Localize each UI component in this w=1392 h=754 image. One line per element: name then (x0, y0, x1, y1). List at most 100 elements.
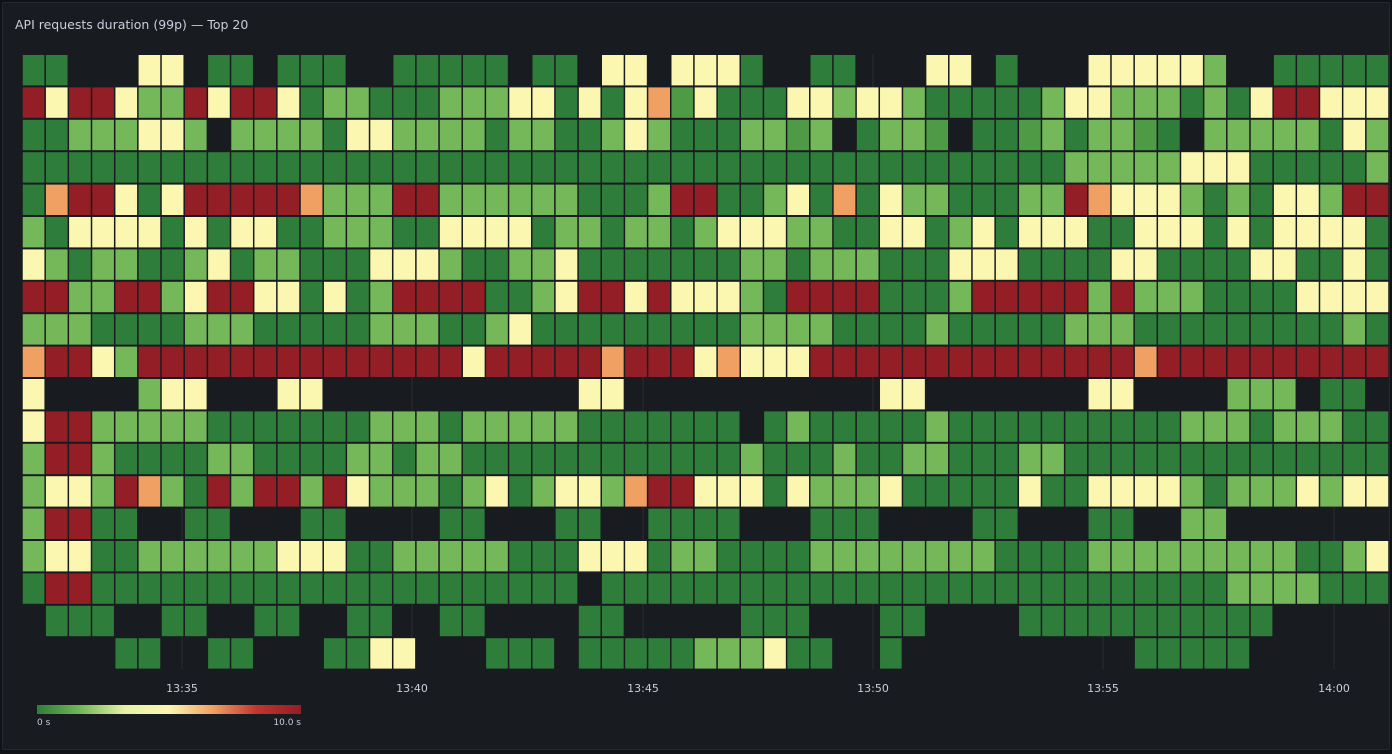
heatmap-cell[interactable] (625, 119, 647, 151)
heatmap-cell[interactable] (926, 281, 949, 313)
heatmap-cell[interactable] (903, 443, 925, 475)
heatmap-cell[interactable] (625, 476, 647, 507)
heatmap-cell[interactable] (555, 249, 578, 280)
heatmap-cell[interactable] (741, 346, 763, 377)
heatmap-cell[interactable] (161, 541, 184, 572)
heatmap-cell[interactable] (323, 508, 346, 539)
heatmap-cell[interactable] (1065, 476, 1088, 507)
heatmap-cell[interactable] (416, 346, 439, 377)
heatmap-cell[interactable] (1042, 443, 1064, 475)
heatmap-cell[interactable] (1250, 476, 1273, 507)
heatmap-cell[interactable] (880, 249, 902, 280)
heatmap-cell[interactable] (903, 249, 925, 280)
heatmap-cell[interactable] (347, 411, 369, 442)
heatmap-cell[interactable] (208, 541, 230, 572)
heatmap-cell[interactable] (208, 411, 230, 442)
heatmap-cell[interactable] (115, 573, 138, 604)
heatmap-cell[interactable] (1343, 476, 1366, 507)
heatmap-cell[interactable] (810, 411, 833, 442)
heatmap-cell[interactable] (1204, 249, 1227, 280)
heatmap-cell[interactable] (254, 281, 277, 313)
heatmap-cell[interactable] (717, 411, 740, 442)
heatmap-cell[interactable] (926, 443, 949, 475)
heatmap-cell[interactable] (184, 119, 207, 151)
heatmap-cell[interactable] (1019, 281, 1041, 313)
heatmap-cell[interactable] (625, 573, 647, 604)
heatmap-cell[interactable] (532, 87, 555, 118)
heatmap-cell[interactable] (161, 605, 184, 637)
heatmap-cell[interactable] (486, 249, 508, 280)
heatmap-cell[interactable] (254, 346, 277, 377)
heatmap-cell[interactable] (92, 119, 114, 151)
heatmap-cell[interactable] (741, 152, 763, 183)
heatmap-cell[interactable] (1019, 541, 1041, 572)
heatmap-cell[interactable] (903, 346, 925, 377)
heatmap-cell[interactable] (1134, 281, 1157, 313)
heatmap-cell[interactable] (231, 314, 253, 345)
heatmap-cell[interactable] (277, 411, 300, 442)
heatmap-cell[interactable] (1366, 152, 1389, 183)
heatmap-cell[interactable] (1366, 346, 1389, 377)
heatmap-cell[interactable] (1111, 55, 1134, 86)
heatmap-cell[interactable] (300, 184, 323, 215)
heatmap-cell[interactable] (323, 249, 346, 280)
heatmap-cell[interactable] (648, 346, 670, 377)
heatmap-cell[interactable] (1158, 184, 1180, 215)
heatmap-cell[interactable] (416, 152, 439, 183)
heatmap-cell[interactable] (370, 152, 392, 183)
heatmap-cell[interactable] (393, 281, 416, 313)
heatmap-cell[interactable] (208, 314, 230, 345)
heatmap-cell[interactable] (208, 217, 230, 248)
heatmap-cell[interactable] (1204, 638, 1227, 669)
heatmap-cell[interactable] (903, 573, 925, 604)
heatmap-cell[interactable] (648, 314, 670, 345)
heatmap-cell[interactable] (648, 281, 670, 313)
heatmap-cell[interactable] (22, 314, 45, 345)
heatmap-cell[interactable] (1204, 55, 1227, 86)
heatmap-cell[interactable] (370, 638, 392, 669)
heatmap-cell[interactable] (92, 87, 114, 118)
heatmap-cell[interactable] (833, 281, 856, 313)
heatmap-cell[interactable] (578, 638, 601, 669)
heatmap-cell[interactable] (138, 541, 161, 572)
heatmap-cell[interactable] (45, 443, 68, 475)
heatmap-cell[interactable] (1088, 87, 1111, 118)
heatmap-cell[interactable] (462, 411, 485, 442)
heatmap-cell[interactable] (671, 119, 694, 151)
heatmap-cell[interactable] (161, 346, 184, 377)
heatmap-cell[interactable] (694, 55, 717, 86)
heatmap-cell[interactable] (555, 411, 578, 442)
heatmap-cell[interactable] (1065, 411, 1088, 442)
heatmap-cell[interactable] (323, 184, 346, 215)
heatmap-cell[interactable] (1250, 314, 1273, 345)
heatmap-cell[interactable] (880, 119, 902, 151)
heatmap-cell[interactable] (972, 314, 995, 345)
heatmap-cell[interactable] (555, 184, 578, 215)
heatmap-cell[interactable] (184, 152, 207, 183)
heatmap-cell[interactable] (45, 476, 68, 507)
heatmap-cell[interactable] (1111, 411, 1134, 442)
heatmap-cell[interactable] (601, 346, 624, 377)
heatmap-cell[interactable] (393, 443, 416, 475)
heatmap-cell[interactable] (69, 443, 91, 475)
heatmap-cell[interactable] (995, 573, 1018, 604)
heatmap-cell[interactable] (555, 443, 578, 475)
heatmap-cell[interactable] (277, 184, 300, 215)
heatmap-cell[interactable] (22, 249, 45, 280)
heatmap-cell[interactable] (880, 217, 902, 248)
heatmap-cell[interactable] (1320, 249, 1342, 280)
heatmap-cell[interactable] (370, 476, 392, 507)
heatmap-cell[interactable] (416, 541, 439, 572)
heatmap-cell[interactable] (1343, 217, 1366, 248)
heatmap-cell[interactable] (138, 476, 161, 507)
heatmap-cell[interactable] (578, 249, 601, 280)
heatmap-cell[interactable] (555, 541, 578, 572)
heatmap-cell[interactable] (1227, 638, 1250, 669)
heatmap-cell[interactable] (1204, 152, 1227, 183)
heatmap-cell[interactable] (1042, 184, 1064, 215)
heatmap-cell[interactable] (254, 217, 277, 248)
heatmap-cell[interactable] (347, 541, 369, 572)
heatmap-cell[interactable] (810, 281, 833, 313)
heatmap-cell[interactable] (1019, 314, 1041, 345)
heatmap-cell[interactable] (1204, 411, 1227, 442)
